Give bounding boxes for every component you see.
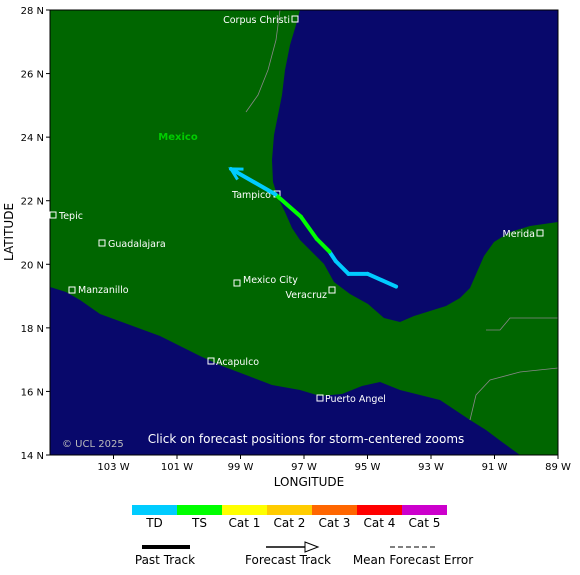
city-marker	[49, 211, 57, 219]
legend-swatch	[357, 505, 402, 515]
city-label: Manzanillo	[78, 285, 129, 296]
border	[486, 317, 558, 331]
city-label: Guadalajara	[108, 239, 166, 250]
map[interactable]	[50, 10, 558, 455]
y-tick-label: 26 N	[21, 70, 44, 81]
y-tick-label: 24 N	[21, 133, 44, 144]
y-axis-label: LATITUDE	[2, 203, 16, 261]
x-tick-label: 99 W	[228, 462, 254, 473]
legend-label: Forecast Track	[245, 553, 331, 567]
x-tick-label: 101 W	[161, 462, 193, 473]
border	[245, 10, 281, 113]
x-tick-label: 97 W	[291, 462, 317, 473]
track-arrowhead	[228, 167, 244, 181]
city-label: Corpus Christi	[223, 15, 290, 26]
city-label: Veracruz	[286, 290, 327, 301]
city-marker	[328, 286, 336, 294]
legend-label: TS	[191, 516, 207, 530]
city-label: Puerto Angel	[325, 394, 386, 405]
city-marker	[291, 15, 299, 23]
x-axis-label: LONGITUDE	[274, 475, 344, 489]
track-segment	[273, 192, 303, 219]
track-segment	[333, 259, 351, 276]
legend-swatch	[222, 505, 267, 515]
city-marker	[68, 286, 76, 294]
copyright: © UCL 2025	[62, 439, 124, 450]
track-segment	[228, 166, 278, 197]
legend-label: Cat 4	[364, 516, 396, 530]
legend-label: TD	[145, 516, 163, 530]
y-tick-label: 28 N	[21, 6, 44, 17]
city-marker	[536, 229, 544, 237]
border	[469, 367, 558, 421]
y-tick-label: 22 N	[21, 197, 44, 208]
city-label: Mexico City	[243, 275, 298, 286]
legend-swatch	[312, 505, 357, 515]
legend-swatch	[132, 505, 177, 515]
y-tick-label: 18 N	[21, 324, 44, 335]
track-segment	[365, 271, 399, 289]
legend-label: Cat 3	[319, 516, 351, 530]
hint: Click on forecast positions for storm-ce…	[148, 432, 465, 446]
city-label: Tepic	[58, 211, 83, 222]
legend-label: Mean Forecast Error	[353, 553, 473, 567]
y-tick-label: 14 N	[21, 451, 44, 462]
city-marker	[316, 394, 324, 402]
legend-swatch	[402, 505, 447, 515]
x-tick-label: 91 W	[482, 462, 508, 473]
y-tick-label: 20 N	[21, 260, 44, 271]
x-tick-label: 93 W	[418, 462, 444, 473]
legend-swatch	[267, 505, 312, 515]
legend-label: Past Track	[135, 553, 195, 567]
city-marker	[233, 279, 241, 287]
legend-swatch	[177, 505, 222, 515]
y-tick-label: 16 N	[21, 387, 44, 398]
track-segment	[314, 236, 332, 254]
legend-label: Cat 1	[229, 516, 261, 530]
x-tick-label: 89 W	[545, 462, 571, 473]
city-label: Acapulco	[216, 357, 259, 368]
track-segment	[298, 214, 319, 241]
city-marker	[98, 239, 106, 247]
city-marker	[207, 357, 215, 365]
country-label: Mexico	[158, 132, 198, 143]
cities: Corpus Christi Tampico Tepic Guadalajara…	[49, 15, 544, 405]
x-tick-label: 103 W	[97, 462, 129, 473]
city-label: Tampico	[231, 190, 271, 201]
legend-label: Cat 2	[274, 516, 306, 530]
land	[50, 10, 558, 455]
x-tick-label: 95 W	[355, 462, 381, 473]
city-label: Merida	[503, 229, 535, 240]
legend-label: Cat 5	[409, 516, 441, 530]
forecast-arrowhead	[304, 541, 320, 553]
